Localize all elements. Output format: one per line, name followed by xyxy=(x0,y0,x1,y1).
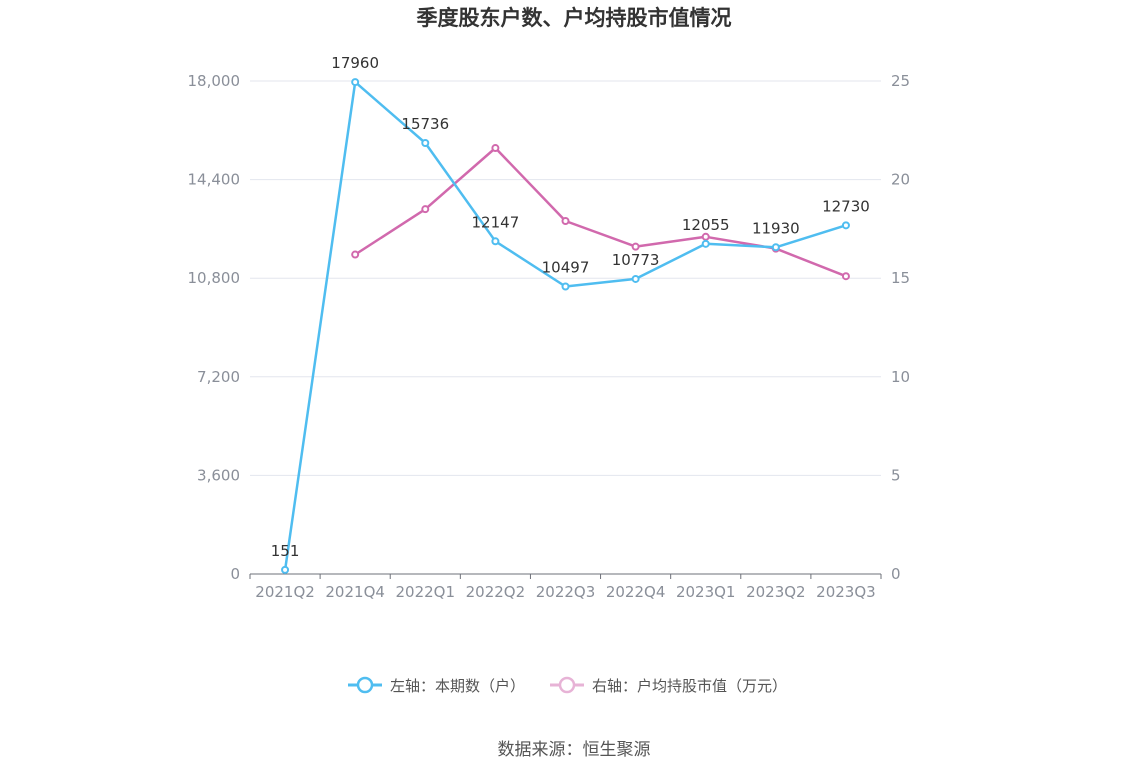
right-axis: 0 5 10 15 20 25 xyxy=(891,72,910,583)
legend-label: 左轴：本期数（户） xyxy=(390,677,525,695)
legend-marker xyxy=(558,676,576,694)
right-tick-label: 10 xyxy=(891,368,910,386)
right-tick-label: 20 xyxy=(891,171,910,189)
chart-title: 季度股东户数、户均持股市值情况 xyxy=(417,6,732,30)
left-tick-label: 0 xyxy=(230,565,240,583)
legend[interactable]: 左轴：本期数（户） 右轴：户均持股市值（万元） xyxy=(348,676,787,695)
right-tick-label: 5 xyxy=(891,466,901,484)
left-tick-label: 14,400 xyxy=(188,171,241,189)
series-point-0[interactable] xyxy=(841,221,850,230)
data-label: 17960 xyxy=(331,54,379,72)
x-tick-label: 2022Q2 xyxy=(466,583,526,601)
x-tick-label: 2021Q4 xyxy=(325,583,385,601)
data-label: 15736 xyxy=(401,115,449,133)
series-point-1[interactable] xyxy=(631,242,640,251)
legend-marker xyxy=(356,676,374,694)
legend-item-0[interactable]: 左轴：本期数（户） xyxy=(348,676,525,695)
series-point-0[interactable] xyxy=(701,239,710,248)
data-label: 12055 xyxy=(682,216,730,234)
left-axis: 0 3,600 7,200 10,800 14,400 18,000 xyxy=(188,72,241,583)
x-axis: 2021Q2 2021Q4 2022Q1 2022Q2 2022Q3 2022Q4 2023… xyxy=(249,573,882,601)
x-tick-label: 2023Q3 xyxy=(816,583,876,601)
left-tick-label: 7,200 xyxy=(197,368,240,386)
legend-item-1[interactable]: 右轴：户均持股市值（万元） xyxy=(550,676,787,695)
left-tick-label: 18,000 xyxy=(188,72,241,90)
data-label: 10773 xyxy=(612,251,660,269)
series-point-0[interactable] xyxy=(491,237,500,246)
data-label: 12147 xyxy=(472,213,520,231)
series-point-0[interactable] xyxy=(561,282,570,291)
right-tick-label: 0 xyxy=(891,565,901,583)
series-line-1 xyxy=(354,146,847,278)
legend-label: 右轴：户均持股市值（万元） xyxy=(592,677,787,695)
left-tick-label: 3,600 xyxy=(197,466,240,484)
series-point-0[interactable] xyxy=(281,565,290,574)
x-tick-label: 2022Q4 xyxy=(606,583,666,601)
x-tick-label: 2022Q1 xyxy=(396,583,456,601)
data-source: 数据来源：恒生聚源 xyxy=(498,740,651,760)
data-label: 11930 xyxy=(752,219,800,237)
right-tick-label: 15 xyxy=(891,269,910,287)
x-tick-label: 2023Q2 xyxy=(746,583,806,601)
data-label: 10497 xyxy=(542,258,590,276)
grid xyxy=(250,80,881,476)
x-tick-label: 2022Q3 xyxy=(536,583,596,601)
series-point-0[interactable] xyxy=(771,243,780,252)
left-tick-label: 10,800 xyxy=(188,269,241,287)
x-tick-label: 2021Q2 xyxy=(255,583,315,601)
data-label: 151 xyxy=(271,542,300,560)
series-layer: 151 17960 15736 12147 10497 10773 12055 11930 12… xyxy=(271,54,870,574)
series-point-1[interactable] xyxy=(841,272,850,281)
data-label: 12730 xyxy=(822,197,870,215)
series-point-1[interactable] xyxy=(701,232,710,241)
series-point-1[interactable] xyxy=(491,144,500,153)
series-line-0 xyxy=(283,80,847,571)
right-tick-label: 25 xyxy=(891,72,910,90)
series-point-0[interactable] xyxy=(421,139,430,148)
series-point-1[interactable] xyxy=(561,217,570,226)
x-tick-label: 2023Q1 xyxy=(676,583,736,601)
series-point-0[interactable] xyxy=(631,274,640,283)
series-point-0[interactable] xyxy=(351,78,360,87)
series-point-1[interactable] xyxy=(421,205,430,214)
series-point-1[interactable] xyxy=(351,250,360,259)
